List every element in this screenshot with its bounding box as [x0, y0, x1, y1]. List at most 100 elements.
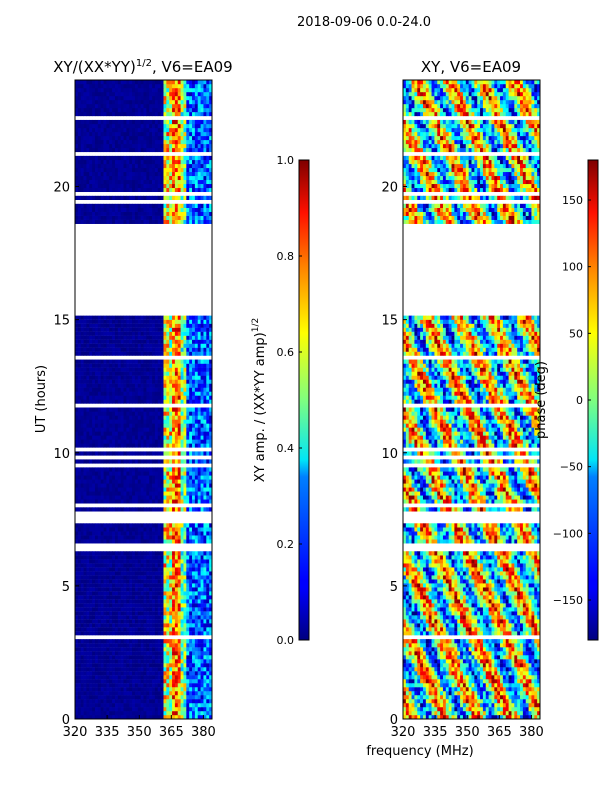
heatmap-cell	[89, 347, 93, 352]
heatmap-cell	[160, 579, 164, 584]
heatmap-cell	[183, 183, 187, 189]
heatmap-cell	[114, 563, 119, 568]
heatmap-cell	[189, 415, 193, 420]
heatmap-cell	[203, 467, 207, 472]
heatmap-cell	[123, 459, 127, 464]
heatmap-cell	[197, 207, 201, 212]
heatmap-cell	[197, 419, 201, 424]
heatmap-cell	[172, 339, 176, 344]
heatmap-cell	[163, 711, 167, 716]
heatmap-cell	[143, 679, 147, 684]
heatmap-cell	[174, 567, 179, 572]
heatmap-cell	[132, 575, 136, 580]
heatmap-cell	[160, 479, 164, 484]
heatmap-cell	[89, 507, 93, 512]
heatmap-cell	[75, 675, 79, 680]
heatmap-cell	[160, 475, 164, 480]
heatmap-cell	[186, 499, 190, 504]
heatmap-cell	[177, 599, 181, 604]
heatmap-cell	[112, 555, 116, 560]
heatmap-cell	[83, 435, 87, 440]
heatmap-cell	[126, 335, 130, 340]
heatmap-cell	[160, 487, 164, 492]
heatmap-cell	[152, 331, 156, 336]
heatmap-cell	[197, 475, 201, 480]
heatmap-cell	[169, 551, 173, 556]
heatmap-cell	[197, 611, 201, 616]
heatmap-cell	[169, 347, 173, 352]
heatmap-cell	[117, 415, 122, 420]
heatmap-cell	[183, 523, 187, 528]
heatmap-cell	[77, 163, 82, 169]
heatmap-cell	[172, 167, 176, 173]
heatmap-cell	[94, 495, 99, 500]
heatmap-cell	[109, 467, 113, 472]
heatmap-cell	[183, 383, 187, 388]
heatmap-cell	[75, 207, 79, 212]
heatmap-cell	[157, 623, 162, 628]
heatmap-cell	[120, 435, 124, 440]
heatmap-cell	[75, 327, 79, 332]
heatmap-cell	[166, 631, 170, 636]
heatmap-cell	[126, 687, 130, 692]
heatmap-cell	[94, 359, 99, 364]
heatmap-cell	[157, 167, 162, 173]
heatmap-cell	[94, 167, 99, 173]
heatmap-cell	[106, 691, 110, 696]
heatmap-cell	[120, 615, 124, 620]
heatmap-cell	[189, 203, 193, 208]
heatmap-cell	[189, 619, 193, 624]
heatmap-cell	[166, 699, 170, 704]
heatmap-cell	[92, 695, 96, 700]
heatmap-cell	[172, 647, 176, 652]
heatmap-cell	[126, 391, 130, 396]
heatmap-cell	[100, 591, 104, 596]
heatmap-cell	[166, 399, 170, 404]
heatmap-cell	[77, 407, 82, 412]
heatmap-cell	[123, 203, 127, 208]
heatmap-cell	[89, 579, 93, 584]
heatmap-cell	[197, 415, 201, 420]
heatmap-cell	[169, 531, 173, 536]
heatmap-cell	[132, 559, 136, 564]
heatmap-cell	[160, 699, 164, 704]
heatmap-cell	[152, 459, 156, 464]
heatmap-cell	[149, 335, 153, 340]
heatmap-cell	[154, 347, 159, 352]
heatmap-cell	[154, 499, 159, 504]
heatmap-cell	[129, 611, 133, 616]
heatmap-cell	[152, 375, 156, 380]
heatmap-cell	[103, 567, 107, 572]
heatmap-cell	[123, 579, 127, 584]
heatmap-cell	[80, 655, 84, 660]
heatmap-cell	[86, 571, 90, 576]
heatmap-cell	[177, 623, 181, 628]
heatmap-cell	[160, 383, 164, 388]
heatmap-cell	[114, 619, 119, 624]
heatmap-cell	[92, 563, 96, 568]
heatmap-cell	[143, 631, 147, 636]
heatmap-cell	[152, 539, 156, 544]
heatmap-cell	[137, 679, 142, 684]
heatmap-cell	[126, 371, 130, 376]
heatmap-cell	[203, 475, 207, 480]
heatmap-cell	[129, 599, 133, 604]
heatmap-cell	[166, 703, 170, 708]
heatmap-cell	[94, 459, 99, 464]
heatmap-cell	[163, 603, 167, 608]
heatmap-cell	[97, 203, 102, 208]
heatmap-cell	[169, 539, 173, 544]
heatmap-cell	[186, 319, 190, 324]
heatmap-cell	[189, 367, 193, 372]
heatmap-cell	[97, 171, 102, 177]
heatmap-cell	[126, 215, 130, 220]
heatmap-cell	[83, 479, 87, 484]
heatmap-cell	[94, 315, 99, 320]
heatmap-cell	[77, 363, 82, 368]
heatmap-cell	[180, 475, 184, 480]
heatmap-cell	[197, 203, 201, 208]
heatmap-cell	[109, 711, 113, 716]
heatmap-cell	[180, 663, 184, 668]
heatmap-cell	[126, 155, 130, 161]
heatmap-cell	[143, 563, 147, 568]
